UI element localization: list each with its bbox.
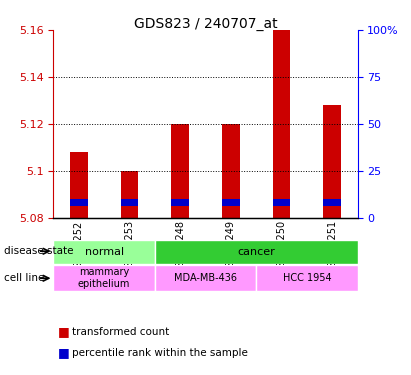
Bar [155, 265, 256, 291]
Bar [222, 124, 240, 218]
Bar [272, 199, 291, 206]
Bar [171, 124, 189, 218]
Bar [256, 265, 358, 291]
Text: transformed count: transformed count [72, 327, 169, 337]
Text: normal: normal [85, 247, 124, 257]
Text: HCC 1954: HCC 1954 [283, 273, 331, 283]
Bar [323, 105, 341, 218]
Bar [53, 240, 155, 264]
Text: MDA-MB-436: MDA-MB-436 [174, 273, 237, 283]
Text: disease state: disease state [4, 246, 74, 256]
Bar [272, 30, 291, 217]
Text: ■: ■ [58, 346, 69, 359]
Text: ■: ■ [58, 326, 69, 338]
Bar [171, 199, 189, 206]
Bar [70, 199, 88, 206]
Text: cell line: cell line [4, 273, 44, 283]
Bar [120, 199, 139, 206]
Bar [323, 199, 341, 206]
Bar [53, 265, 155, 291]
Text: GDS823 / 240707_at: GDS823 / 240707_at [134, 17, 277, 31]
Text: mammary
epithelium: mammary epithelium [78, 267, 130, 289]
Bar [155, 240, 358, 264]
Text: percentile rank within the sample: percentile rank within the sample [72, 348, 248, 357]
Bar [222, 199, 240, 206]
Text: cancer: cancer [237, 247, 275, 257]
Bar [70, 152, 88, 217]
Bar [120, 171, 139, 217]
